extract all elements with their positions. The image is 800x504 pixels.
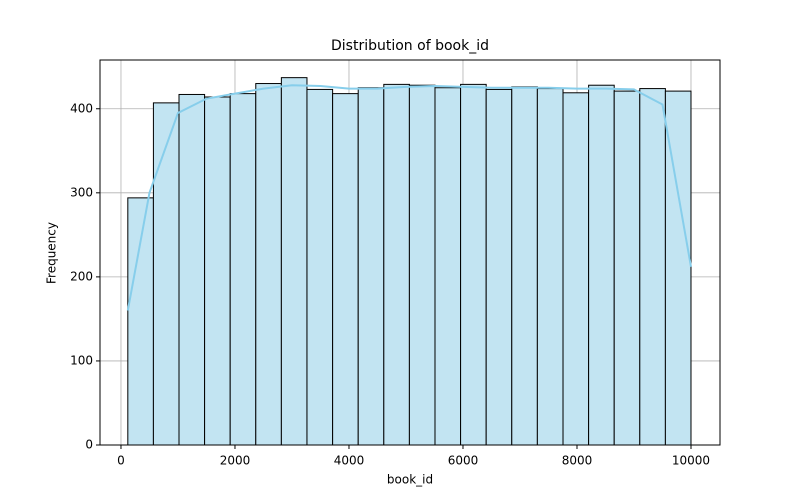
histogram-bar	[485, 88, 513, 446]
y-tick-label: 100	[70, 353, 93, 367]
histogram-bar	[178, 93, 206, 446]
histogram-bar	[332, 93, 359, 446]
chart-title: Distribution of book_id	[331, 38, 489, 54]
histogram-bar	[255, 83, 282, 446]
histogram-bar	[613, 90, 641, 446]
histogram-bar	[357, 87, 385, 446]
histogram-bar	[536, 88, 564, 446]
x-tick-label: 2000	[220, 454, 251, 468]
y-axis-label: Frequency	[45, 222, 59, 284]
histogram-bar	[229, 93, 257, 446]
x-axis-label: book_id	[387, 473, 433, 487]
y-tick-label: 0	[85, 438, 93, 452]
histogram-bar	[639, 88, 666, 446]
histogram-bar	[511, 86, 538, 446]
histogram-bar	[152, 102, 180, 446]
histogram-bar	[588, 84, 615, 446]
marks	[126, 77, 692, 446]
x-tick-label: 4000	[334, 454, 365, 468]
kde-line	[126, 84, 692, 311]
histogram-bar	[306, 88, 334, 446]
y-tick-label: 300	[70, 185, 93, 199]
histogram-bar	[204, 96, 231, 446]
histogram-bar	[460, 83, 487, 446]
ticks: 0 2000 4000 6000 8000 10000 0 100 200 300 400	[70, 101, 710, 467]
x-tick-label: 6000	[448, 454, 479, 468]
plot-frame	[99, 59, 721, 446]
histogram-bar	[664, 90, 692, 446]
histogram-bar	[434, 87, 462, 446]
y-tick-label: 200	[70, 269, 93, 283]
histogram-bar	[280, 77, 308, 446]
histogram-bar	[127, 197, 154, 446]
histogram-bar	[408, 84, 436, 446]
histogram-bar	[562, 92, 590, 446]
x-tick-label: 8000	[562, 454, 593, 468]
x-tick-label: 0	[117, 454, 125, 468]
histogram-bar	[383, 83, 410, 446]
x-tick-label: 10000	[672, 454, 710, 468]
y-tick-label: 400	[70, 101, 93, 115]
